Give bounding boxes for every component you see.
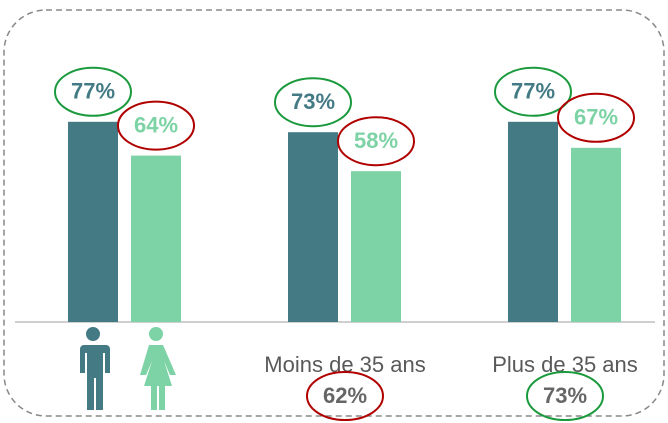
highlight-ellipse	[274, 77, 352, 128]
woman-icon	[140, 327, 176, 410]
frame	[3, 9, 665, 417]
value-label: 64%	[134, 112, 178, 137]
total-label: 62%	[323, 383, 367, 408]
man-icon	[80, 327, 110, 410]
highlight-ellipse	[494, 66, 572, 117]
highlight-ellipse	[306, 371, 384, 421]
value-label: 67%	[574, 105, 618, 130]
value-label: 58%	[354, 128, 398, 153]
value-label: 77%	[71, 79, 115, 104]
x-tick-label: Plus de 35 ans	[492, 352, 638, 377]
value-label: 73%	[291, 89, 335, 114]
highlight-ellipse	[557, 92, 635, 143]
bar	[288, 132, 338, 322]
bar	[68, 121, 118, 322]
highlight-ellipse	[54, 66, 132, 117]
bar	[571, 147, 621, 322]
highlight-ellipse	[526, 371, 604, 421]
x-tick-label: Moins de 35 ans	[264, 352, 425, 377]
highlight-ellipse	[117, 100, 195, 151]
bar	[131, 155, 181, 322]
bar	[351, 171, 401, 322]
highlight-ellipse	[337, 116, 415, 167]
bar	[508, 121, 558, 322]
total-label: 73%	[543, 383, 587, 408]
value-label: 77%	[511, 79, 555, 104]
